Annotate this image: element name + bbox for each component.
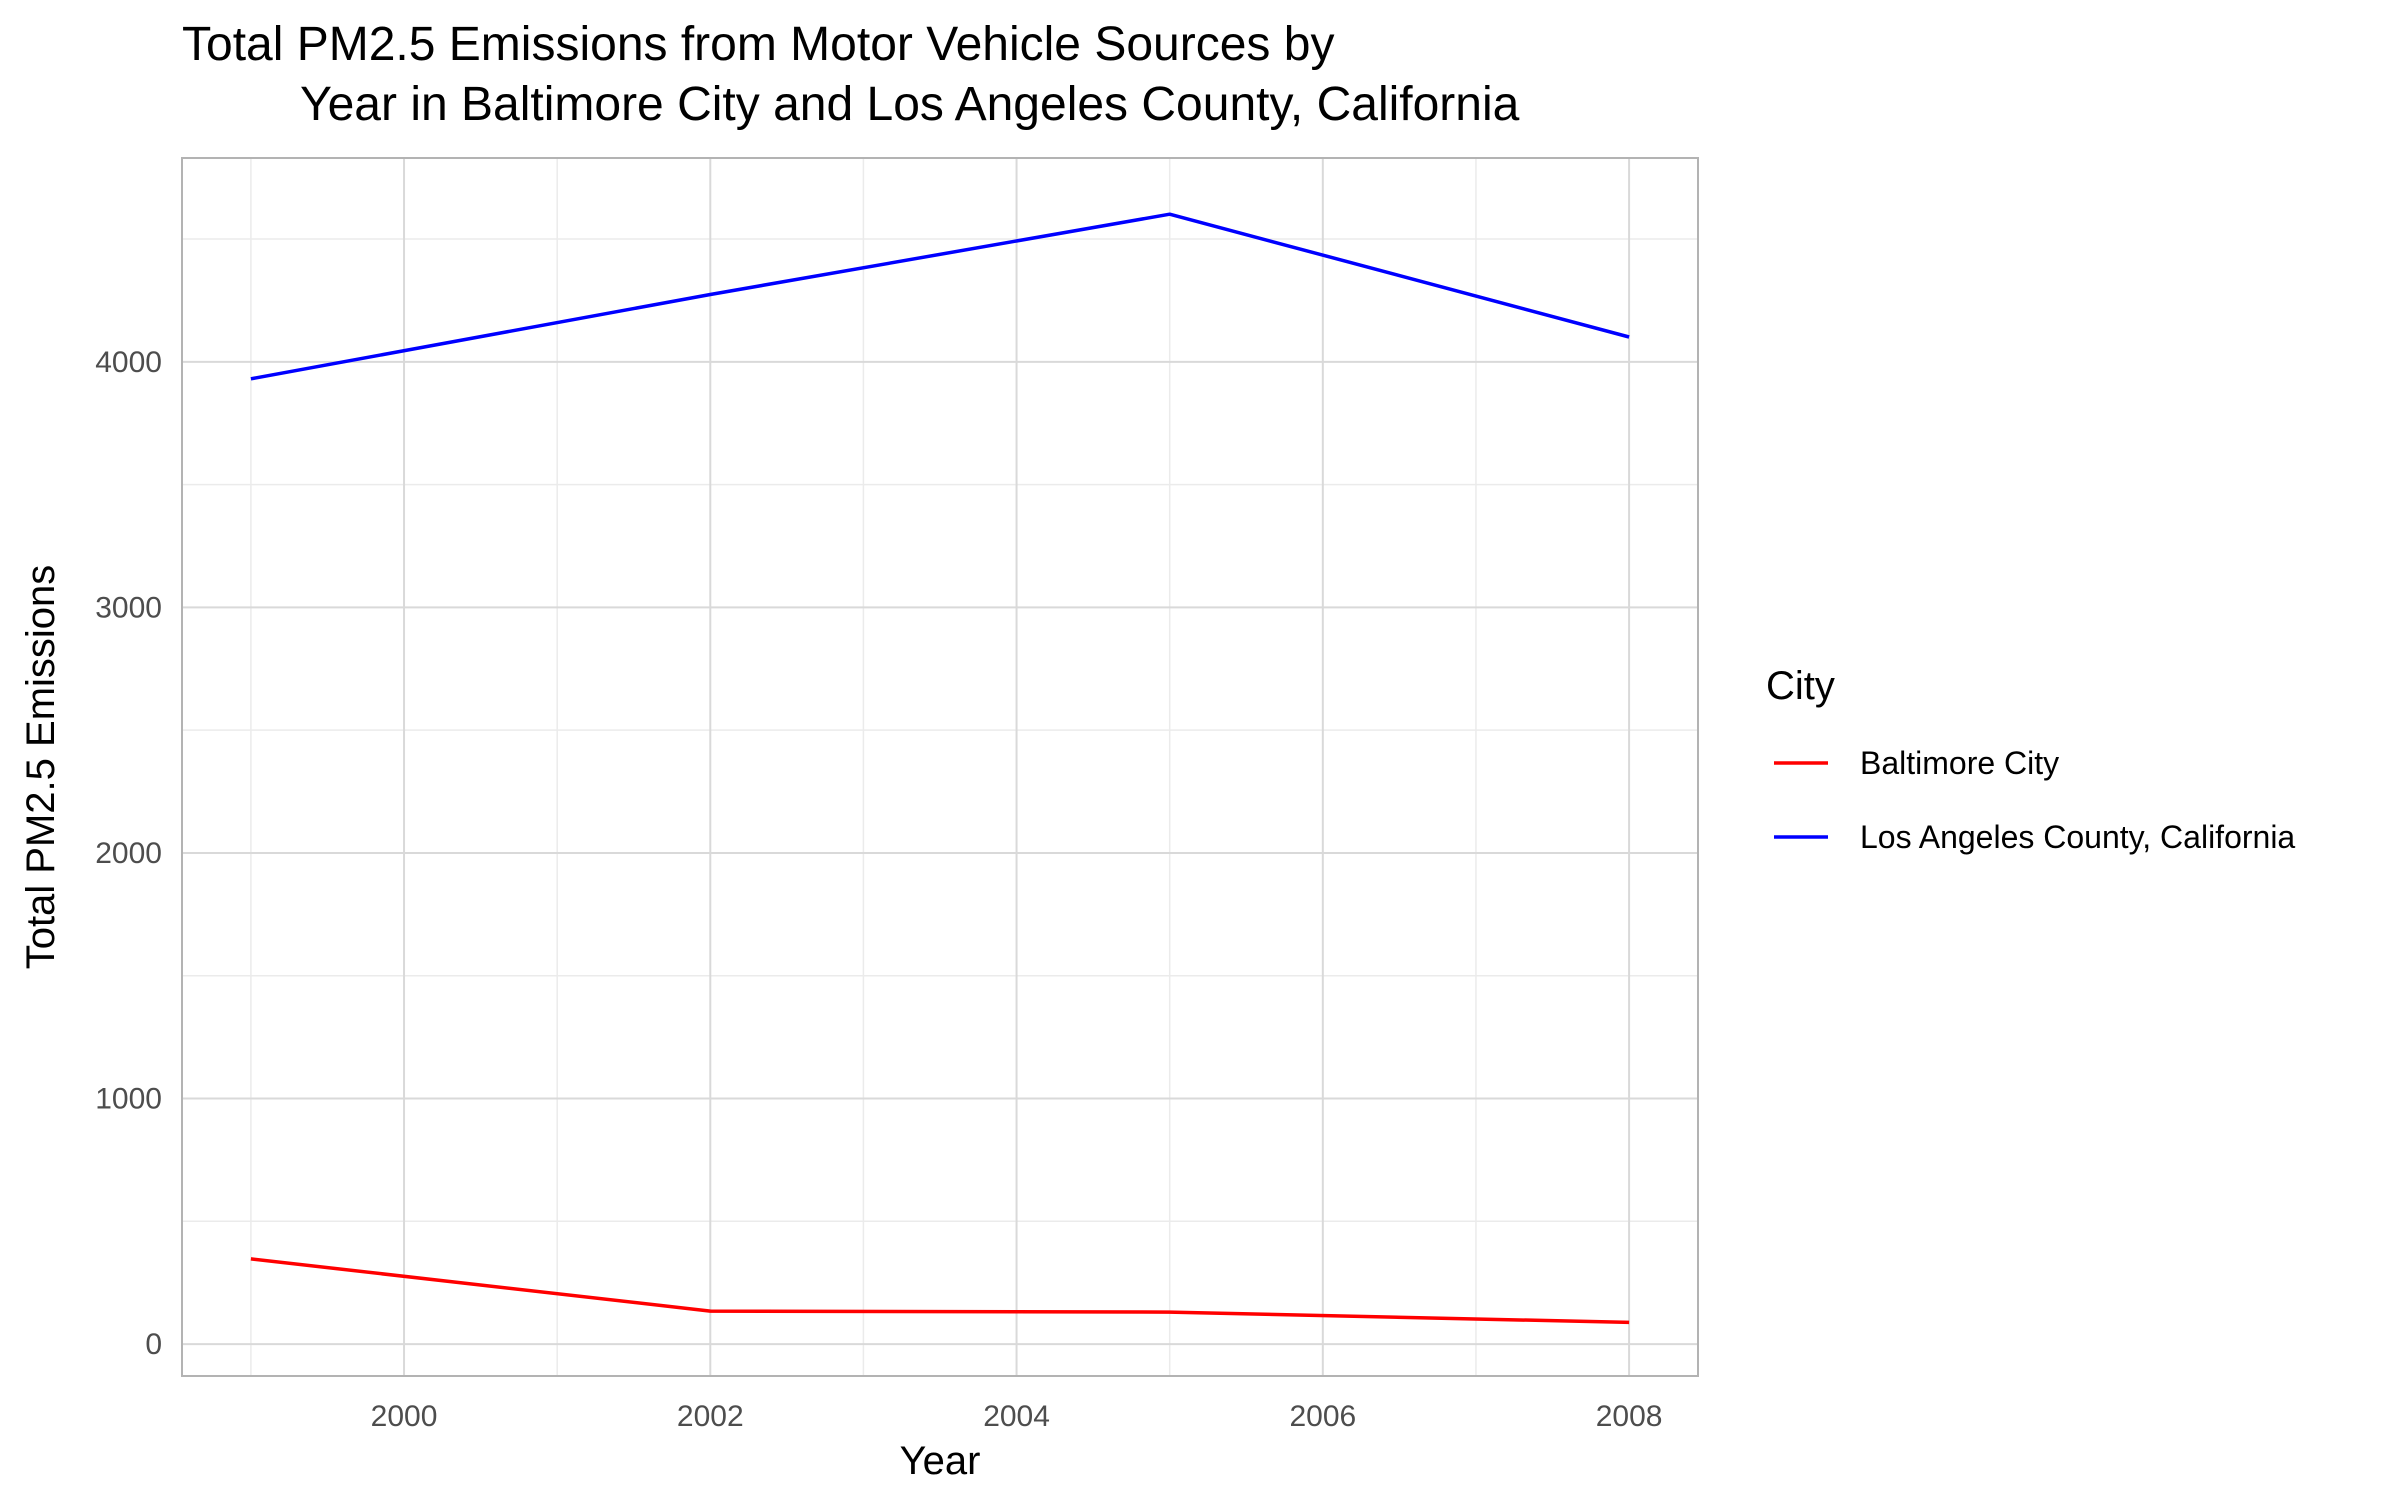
legend: Baltimore City Los Angeles County, Califo…: [1774, 745, 2295, 855]
y-axis-ticks: 0 1000 2000 3000 4000: [95, 346, 162, 1361]
series-line: [250, 212, 1630, 381]
x-axis-ticks: 2000 2002 2004 2006 2008: [371, 1400, 1663, 1433]
series-lines: [250, 212, 1630, 1325]
y-tick-label: 2000: [95, 837, 162, 870]
y-tick-label: 4000: [95, 346, 162, 379]
chart-subtitle: Year in Baltimore City and Los Angeles C…: [300, 78, 1520, 131]
plot-panel-border: [181, 157, 1699, 1377]
y-axis-title: Total PM2.5 Emissions: [19, 565, 63, 970]
x-tick-label: 2002: [677, 1400, 744, 1433]
series-line: [250, 1257, 1630, 1325]
x-tick-label: 2004: [983, 1400, 1050, 1433]
legend-label: Los Angeles County, California: [1860, 819, 2295, 855]
legend-title: City: [1766, 664, 1835, 708]
x-axis-title: Year: [900, 1439, 981, 1483]
x-tick-label: 2000: [371, 1400, 438, 1433]
grid: [182, 158, 1698, 1376]
y-tick-label: 1000: [95, 1083, 162, 1116]
x-tick-label: 2006: [1289, 1400, 1356, 1433]
y-tick-label: 0: [145, 1328, 162, 1361]
x-tick-label: 2008: [1596, 1400, 1663, 1433]
legend-label: Baltimore City: [1860, 745, 2059, 781]
chart-title: Total PM2.5 Emissions from Motor Vehicle…: [182, 18, 1334, 71]
y-tick-label: 3000: [95, 591, 162, 624]
